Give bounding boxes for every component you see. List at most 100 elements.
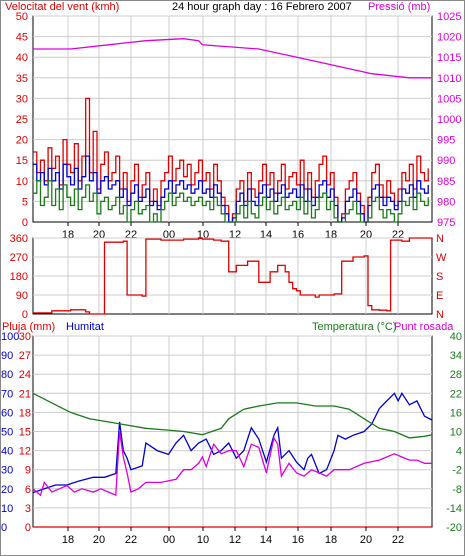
compass-label: E <box>436 290 443 302</box>
dewpoint-label: Punt rosada <box>394 321 454 333</box>
series-line-humitat <box>32 391 433 494</box>
y-right-tick-label: 10 <box>450 427 462 439</box>
x-tick-label: 18 <box>325 534 337 546</box>
x-tick-label: 00 <box>163 534 175 546</box>
y-right-tick-label: 22 <box>450 388 462 400</box>
series-line-direcci-del-vent <box>33 237 433 315</box>
series-line-pressi-mb <box>33 38 432 79</box>
panel2-grid <box>33 237 432 314</box>
panel1-series <box>33 38 432 223</box>
y-left-tick-label: 40 <box>16 52 28 64</box>
y-humidity-tick-label: 0 <box>1 522 7 534</box>
y-rain-tick-label: 6 <box>25 484 31 496</box>
x-tick-label: 16 <box>292 534 304 546</box>
y-left-tick-label: 90 <box>16 290 28 302</box>
y-humidity-tick-label: 60 <box>1 407 13 419</box>
y-left-tick-label: 360 <box>10 233 28 245</box>
y-humidity-tick-label: 20 <box>1 484 13 496</box>
compass-label: W <box>436 252 447 264</box>
y-right-tick-label: 985 <box>437 176 455 188</box>
y-left-tick-label: 50 <box>16 11 28 23</box>
y-right-tick-label: 990 <box>437 155 455 167</box>
y-rain-tick-label: 9 <box>25 465 31 477</box>
series-line-green-wind-line <box>33 180 429 223</box>
y-left-tick-label: 25 <box>16 114 28 126</box>
y-left-tick-label: 10 <box>16 176 28 188</box>
y-rain-tick-label: 0 <box>25 522 31 534</box>
series-line-blue-wind-line <box>33 155 429 223</box>
panel1-grid <box>33 15 432 222</box>
y-left-tick-label: 35 <box>16 73 28 85</box>
y-right-tick-label: 1025 <box>437 11 461 23</box>
y-left-tick-label: 30 <box>16 93 28 105</box>
y-rain-tick-label: 24 <box>19 369 31 381</box>
chart-title: 24 hour graph day : 16 Febrero 2007 <box>172 1 352 13</box>
y-rain-tick-label: 12 <box>19 446 31 458</box>
x-tick-label: 14 <box>260 534 272 546</box>
y-right-tick-label: 995 <box>437 135 455 147</box>
y-left-tick-label: 180 <box>10 271 28 283</box>
x-tick-label: 22 <box>392 534 404 546</box>
y-right-tick-label: 1005 <box>437 93 461 105</box>
y-right-tick-label: 980 <box>437 196 455 208</box>
y-humidity-tick-label: 40 <box>1 446 13 458</box>
y-rain-tick-label: 15 <box>19 427 31 439</box>
y-right-tick-label: -20 <box>446 522 462 534</box>
y-left-tick-label: 270 <box>10 252 28 264</box>
compass-label: S <box>436 271 443 283</box>
panel2-axes: 0 90 180 270 360 <box>10 233 28 321</box>
panel3: 18 20 22 00 10 12 14 16 18 20 22010203040506070809… <box>1 331 462 546</box>
y-right-tick-label: 1010 <box>437 73 461 85</box>
y-right-tick-label: 40 <box>450 331 462 343</box>
y-right-tick-label: 34 <box>450 350 462 362</box>
y-rain-tick-label: 3 <box>25 503 31 515</box>
y-right-tick-label: -8 <box>452 484 462 496</box>
y-rain-tick-label: 21 <box>19 388 31 400</box>
y-right-tick-label: 16 <box>450 407 462 419</box>
series-line-punt-rosada <box>32 431 432 497</box>
y-left-tick-label: 0 <box>22 309 28 321</box>
x-tick-label: 20 <box>93 534 105 546</box>
x-tick-label: 20 <box>360 534 372 546</box>
temperature-label: Temperatura (°C) <box>312 321 396 333</box>
panel2-series <box>33 237 433 315</box>
x-tick-label: 12 <box>229 534 241 546</box>
x-tick-label: 22 <box>125 534 137 546</box>
series-line-temperatura-c <box>32 392 433 439</box>
x-tick-label: 18 <box>62 534 74 546</box>
panel3-grid <box>33 335 432 527</box>
y-humidity-tick-label: 50 <box>1 427 13 439</box>
y-rain-tick-label: 30 <box>19 331 31 343</box>
y-humidity-tick-label: 90 <box>1 350 13 362</box>
compass-label: N <box>436 233 444 245</box>
humidity-label: Humitat <box>66 321 104 333</box>
y-right-tick-label: -14 <box>446 503 462 515</box>
y-right-tick-label: 975 <box>437 217 455 229</box>
panel1: 18 20 22 00 10 12 14 16 18 20 22051015202530354045… <box>16 11 462 241</box>
y-left-tick-label: 0 <box>22 217 28 229</box>
y-humidity-tick-label: 80 <box>1 369 13 381</box>
panel3-axes: 18 20 22 00 10 12 14 16 18 20 22010203040506070809… <box>1 331 462 546</box>
y-left-tick-label: 5 <box>22 196 28 208</box>
y-right-tick-label: 28 <box>450 369 462 381</box>
y-rain-tick-label: 18 <box>19 407 31 419</box>
y-humidity-tick-label: 100 <box>1 331 19 343</box>
y-left-tick-label: 15 <box>16 155 28 167</box>
y-humidity-tick-label: 10 <box>1 503 13 515</box>
y-right-tick-label: 4 <box>456 446 462 458</box>
y-right-tick-label: 1000 <box>437 114 461 126</box>
rain-label: Pluja (mm) <box>2 321 55 333</box>
y-right-tick-label: -2 <box>452 465 462 477</box>
y-right-tick-label: 1020 <box>437 32 461 44</box>
panel3-series <box>32 391 433 528</box>
y-left-tick-label: 20 <box>16 135 28 147</box>
y-left-tick-label: 45 <box>16 32 28 44</box>
x-tick-label: 10 <box>197 534 209 546</box>
y-humidity-tick-label: 30 <box>1 465 13 477</box>
y-right-tick-label: 1015 <box>437 52 461 64</box>
